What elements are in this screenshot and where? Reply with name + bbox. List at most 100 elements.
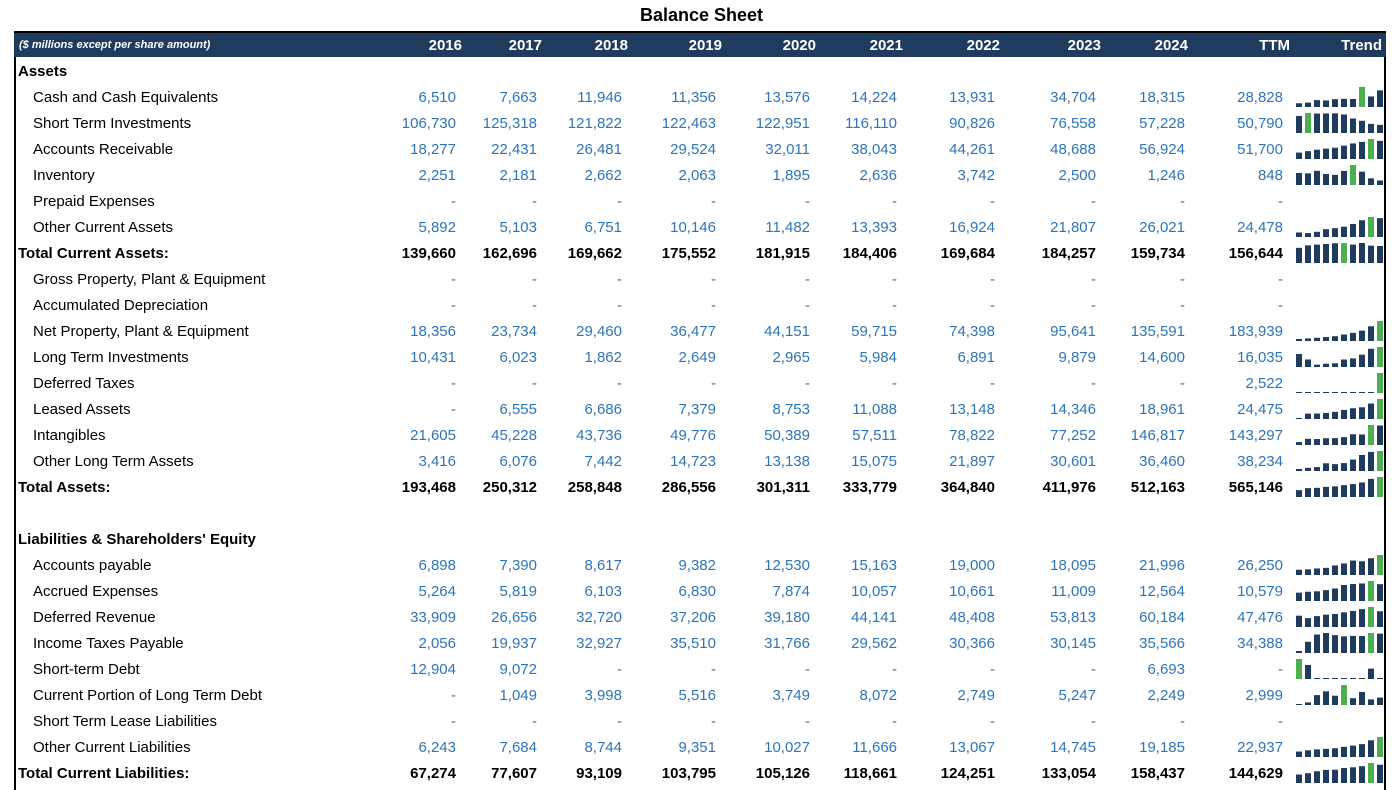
row-label: Liabilities & Shareholders' Equity — [18, 531, 256, 548]
trend-bar — [1332, 613, 1338, 627]
trend-bar-empty — [1341, 678, 1347, 679]
trend-bar-empty — [1332, 392, 1338, 393]
trend-bar — [1323, 463, 1329, 471]
table-row — [14, 501, 1386, 527]
trend-bar — [1332, 411, 1338, 419]
trend-bar — [1305, 113, 1311, 133]
table-row: Short Term Lease Liabilities - - - - - - - - - - — [14, 709, 1386, 735]
cell-value: 90,826 — [949, 115, 995, 132]
trend-bar — [1359, 583, 1365, 601]
trend-bar — [1341, 334, 1347, 341]
trend-bar — [1314, 100, 1320, 107]
table-row: Accrued Expenses 5,264 5,819 6,103 6,830 7,87… — [14, 579, 1386, 605]
cell-value: 7,379 — [678, 401, 716, 418]
row-label: Total Current Liabilities: — [18, 765, 190, 782]
cell-value: 250,312 — [482, 479, 537, 496]
trend-bar — [1359, 454, 1365, 471]
trend-bar — [1368, 763, 1374, 783]
trend-bar — [1305, 413, 1311, 419]
cell-value: 38,234 — [1237, 453, 1283, 470]
trend-bar — [1323, 100, 1329, 107]
cell-value: 15,163 — [851, 557, 897, 574]
cell-value: 18,961 — [1139, 401, 1185, 418]
table-row: Assets — [14, 59, 1386, 85]
cell-value: 13,148 — [949, 401, 995, 418]
trend-sparkline — [1294, 190, 1386, 212]
trend-sparkline — [1296, 373, 1383, 393]
trend-bar — [1332, 635, 1338, 653]
trend-bar — [1296, 152, 1302, 159]
cell-value: 7,442 — [584, 453, 622, 470]
table-row: Deferred Revenue 33,909 26,656 32,720 37,206… — [14, 605, 1386, 631]
trend-bar — [1377, 140, 1383, 159]
trend-bar — [1359, 434, 1365, 445]
cell-value: 6,023 — [499, 349, 537, 366]
row-label: Accrued Expenses — [33, 583, 159, 600]
cell-value: - — [805, 661, 810, 678]
cell-value: 44,261 — [949, 141, 995, 158]
column-header: TTM — [1259, 37, 1290, 54]
cell-value: 169,662 — [567, 245, 622, 262]
cell-value: 105,126 — [755, 765, 810, 782]
trend-bar — [1350, 98, 1356, 107]
cell-value: - — [805, 193, 810, 210]
cell-value: 95,641 — [1050, 323, 1096, 340]
trend-bar — [1314, 113, 1320, 133]
cell-value: 78,822 — [949, 427, 995, 444]
cell-value: - — [1091, 271, 1096, 288]
trend-sparkline — [1296, 321, 1383, 341]
trend-sparkline — [1296, 113, 1383, 133]
trend-bar — [1314, 244, 1320, 263]
row-label: Total Assets: — [18, 479, 111, 496]
trend-bar — [1305, 591, 1311, 601]
cell-value: 512,163 — [1130, 479, 1185, 496]
trend-bar — [1377, 246, 1383, 263]
trend-bar — [1341, 409, 1347, 419]
trend-sparkline — [1296, 243, 1383, 263]
trend-bar — [1332, 174, 1338, 185]
cell-value: 103,795 — [661, 765, 716, 782]
trend-sparkline — [1296, 165, 1383, 185]
trend-bar — [1341, 636, 1347, 653]
cell-value: 14,346 — [1050, 401, 1096, 418]
trend-bar-empty — [1341, 392, 1347, 393]
trend-bar — [1377, 737, 1383, 757]
cell-value: 9,351 — [678, 739, 716, 756]
cell-value: - — [532, 375, 537, 392]
trend-bar — [1314, 771, 1320, 783]
cell-value: 74,398 — [949, 323, 995, 340]
cell-value: 2,636 — [859, 167, 897, 184]
row-label: Total Current Assets: — [18, 245, 169, 262]
cell-value: 32,927 — [576, 635, 622, 652]
trend-bar — [1305, 569, 1311, 575]
trend-bar — [1368, 178, 1374, 185]
trend-bar — [1332, 113, 1338, 133]
trend-bar — [1296, 172, 1302, 185]
cell-value: - — [1278, 713, 1283, 730]
trend-bar — [1323, 691, 1329, 705]
trend-bar — [1341, 563, 1347, 575]
table-row: Short Term Investments 106,730 125,318 121,… — [14, 111, 1386, 137]
trend-bar — [1323, 590, 1329, 601]
cell-value: 124,251 — [940, 765, 995, 782]
row-label: Current Portion of Long Term Debt — [33, 687, 263, 704]
cell-value: 146,817 — [1130, 427, 1185, 444]
trend-bar — [1377, 451, 1383, 471]
table-row: Total Current Liabilities: 67,274 77,607 93… — [14, 761, 1386, 787]
trend-bar — [1368, 425, 1374, 445]
trend-bar — [1359, 609, 1365, 627]
cell-value: 258,848 — [567, 479, 622, 496]
trend-bar — [1323, 229, 1329, 237]
trend-bar — [1377, 90, 1383, 107]
cell-value: 143,297 — [1228, 427, 1283, 444]
table-row: Liabilities & Shareholders' Equity — [14, 527, 1386, 553]
trend-bar — [1323, 363, 1329, 367]
cell-value: 26,250 — [1237, 557, 1283, 574]
trend-bar — [1332, 588, 1338, 601]
trend-bar — [1359, 407, 1365, 419]
cell-value: - — [711, 297, 716, 314]
trend-bar — [1296, 774, 1302, 783]
trend-sparkline — [1296, 763, 1383, 783]
trend-bar — [1323, 438, 1329, 445]
cell-value: 10,431 — [410, 349, 456, 366]
